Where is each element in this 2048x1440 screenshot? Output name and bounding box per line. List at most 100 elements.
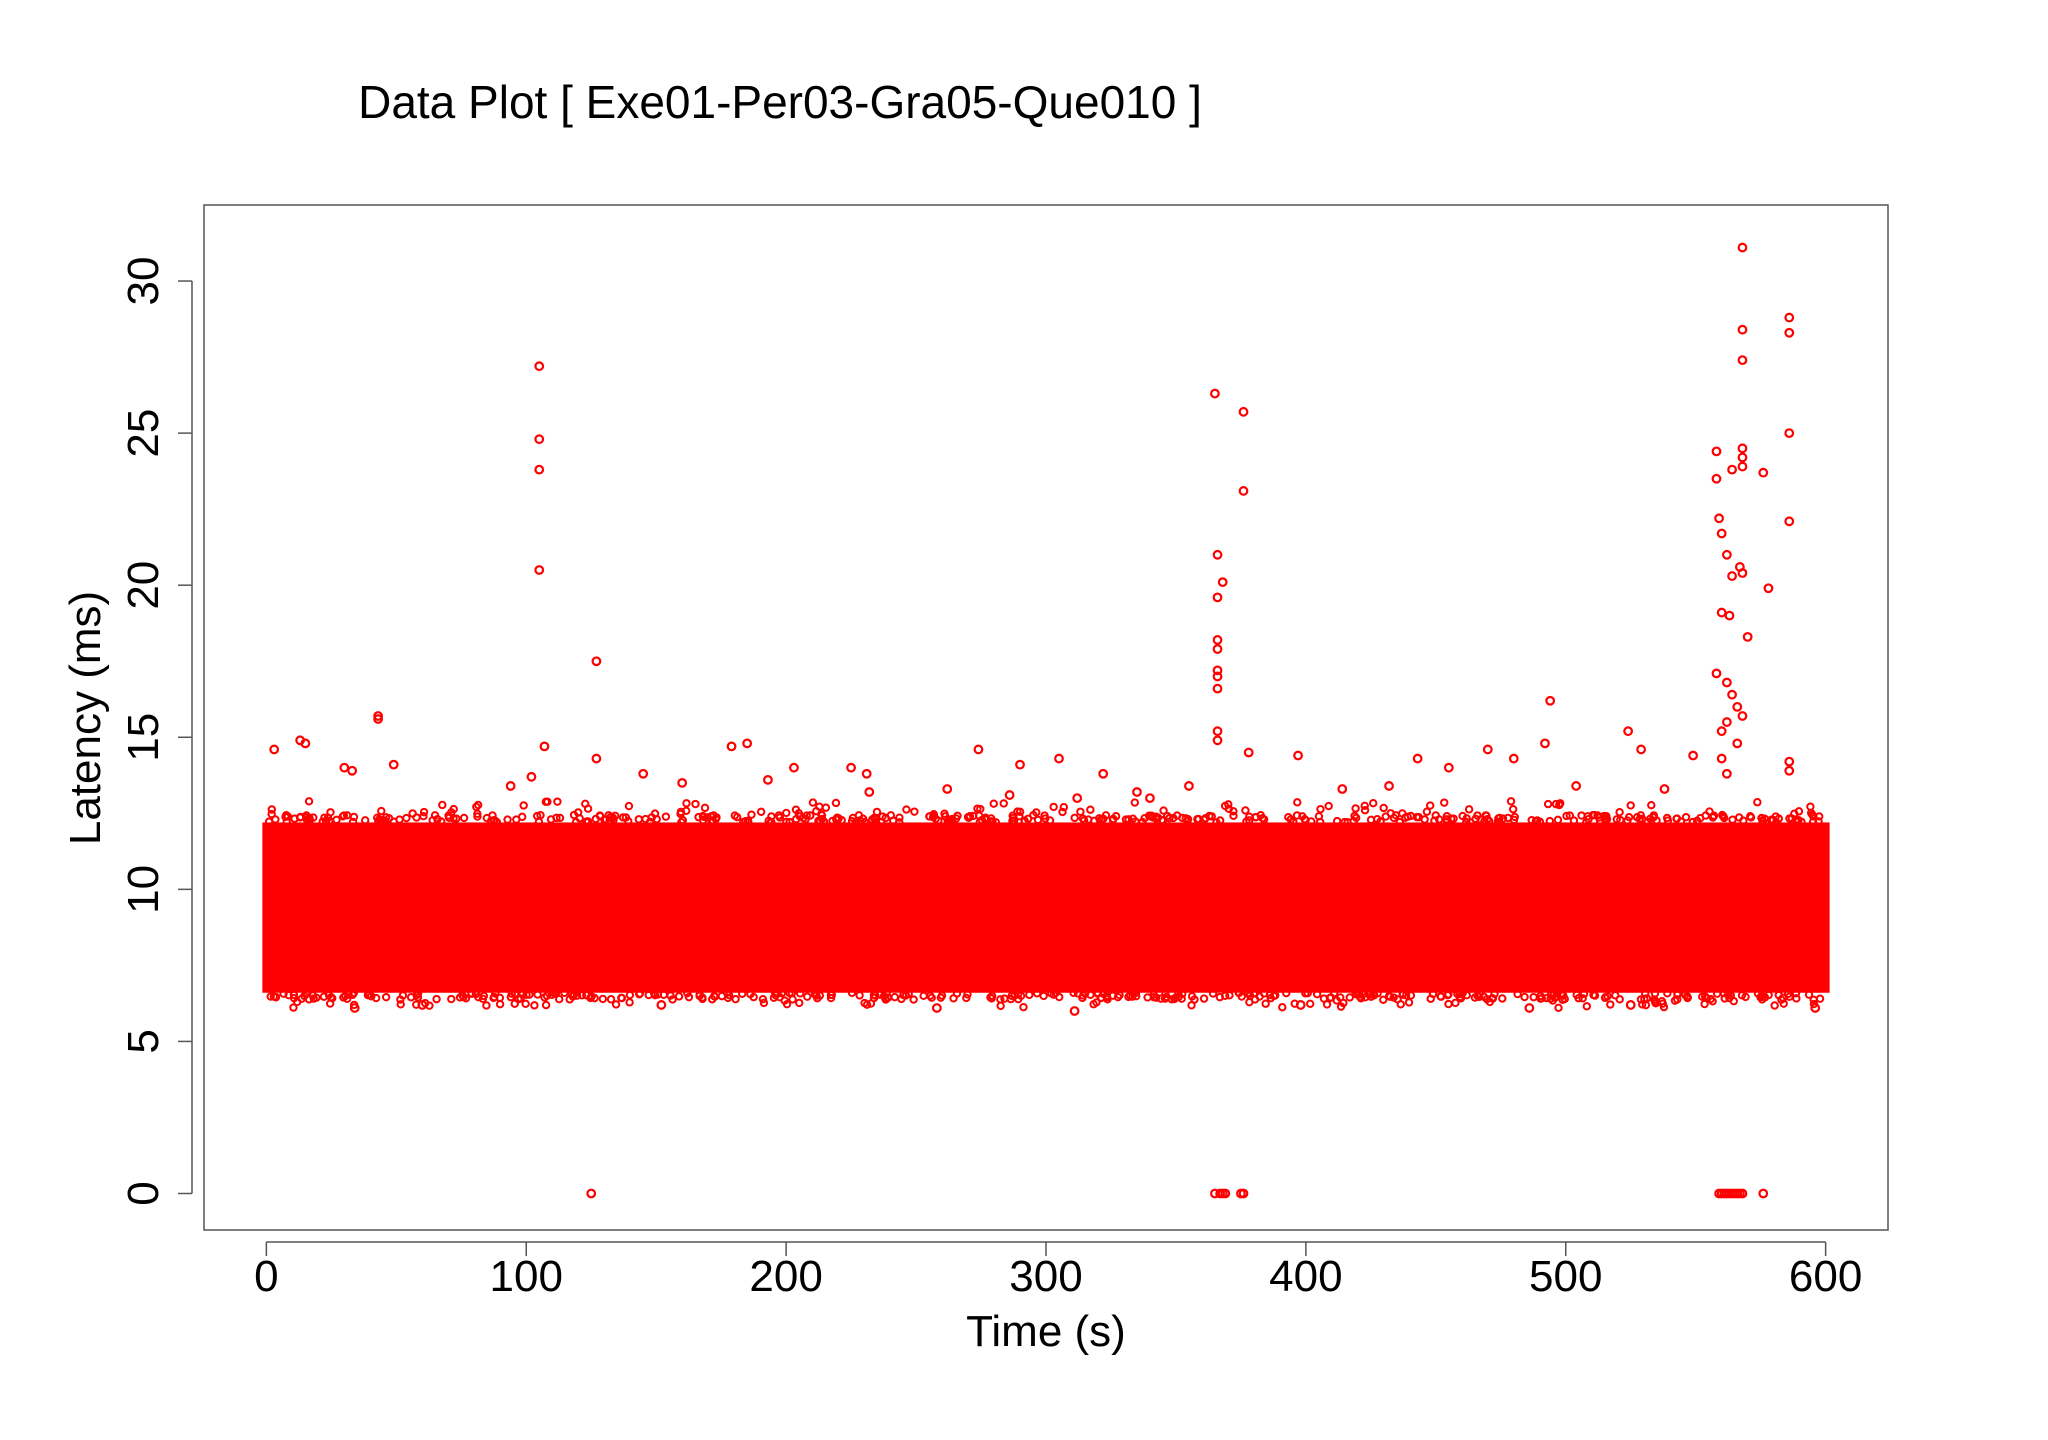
data-point (1732, 701, 1743, 712)
data-point (742, 738, 753, 749)
band-edge-point (969, 811, 978, 821)
band-edge-point (691, 799, 700, 809)
y-tick-label: 10 (119, 865, 168, 914)
data-point (1784, 428, 1795, 439)
band-edge-point (1688, 817, 1697, 827)
band-edge-point (625, 990, 635, 1000)
data-point (1737, 355, 1748, 366)
band-edge-point (1092, 998, 1101, 1007)
band-edge-point (1242, 817, 1251, 826)
band-edge-point (1345, 993, 1354, 1002)
band-edge-point (1033, 815, 1043, 825)
band-edge-point (1293, 798, 1302, 807)
band-edge-point (1551, 799, 1561, 809)
band-edge-point (1490, 989, 1499, 999)
data-point (1784, 516, 1795, 527)
band-edge-point (949, 994, 958, 1003)
band-edge-point (988, 817, 997, 827)
band-edge-point (1102, 991, 1111, 1000)
band-edge-point (553, 797, 562, 806)
band-edge-point (1076, 807, 1085, 816)
data-point (1295, 1000, 1306, 1010)
band-edge-point (1174, 992, 1184, 1001)
band-edge-point (795, 998, 804, 1008)
band-edge-point (1572, 990, 1581, 1000)
band-edge-point (1282, 988, 1291, 998)
data-point (726, 741, 737, 752)
data-point (505, 781, 516, 791)
data-point (1727, 464, 1737, 475)
band-edge-point (1414, 813, 1423, 822)
data-point (1293, 750, 1303, 761)
band-edge-point (1398, 990, 1408, 999)
band-edge-point (1479, 992, 1489, 1001)
band-edge-point (1149, 993, 1159, 1002)
data-point (1711, 446, 1722, 457)
band-edge-point (320, 813, 329, 822)
band-edge-point (433, 815, 442, 824)
band-edge-point (747, 810, 756, 819)
band-edge-point (1163, 811, 1172, 821)
band-edge-point (1073, 989, 1083, 998)
band-edge-point (1259, 815, 1269, 824)
band-edge-point (780, 996, 789, 1005)
band-edge-point (1670, 996, 1680, 1005)
band-edge-point (325, 999, 335, 1008)
data-point (1721, 677, 1732, 688)
band-edge-point (1649, 811, 1659, 820)
band-edge-point (1700, 992, 1710, 1001)
band-edge-point (543, 797, 552, 806)
band-edge-point (1128, 814, 1138, 823)
y-axis: 0 5 10 15 20 25 30 (119, 257, 193, 1206)
band-edge-point (1220, 801, 1230, 811)
band-edge-point (617, 993, 626, 1003)
band-edge-point (1124, 815, 1133, 824)
band-edge-point (1208, 989, 1218, 998)
band-edge-point (782, 808, 791, 818)
band-edge-point (964, 813, 973, 823)
band-edge-point (1626, 801, 1635, 810)
band-edge-point (1124, 992, 1133, 1002)
band-edge-point (1312, 989, 1322, 999)
data-point (864, 787, 875, 797)
band-edge-point (271, 815, 280, 824)
band-edge-point (1584, 815, 1593, 824)
band-edge-point (1637, 814, 1647, 824)
data-point (1212, 635, 1223, 645)
band-edge-point (785, 988, 794, 998)
band-edge-point (1384, 991, 1394, 1001)
data-point (417, 1000, 428, 1010)
band-edge-point (1774, 990, 1783, 1000)
band-edge-point (542, 991, 552, 1001)
band-edge-point (1647, 800, 1656, 810)
band-edge-point (1340, 817, 1349, 827)
data-point (534, 361, 545, 372)
x-tick-label: 500 (1529, 1252, 1602, 1301)
band-edge-point (1330, 988, 1339, 998)
data-point (1623, 726, 1634, 737)
data-point (1758, 1188, 1769, 1199)
band-edge-point (326, 808, 335, 817)
band-edge-point (1093, 989, 1102, 998)
band-edge-point (1404, 998, 1414, 1007)
band-edge-point (1814, 812, 1824, 821)
band-edge-point (1229, 807, 1238, 816)
band-edge-point (1225, 991, 1234, 1000)
data-point (1784, 312, 1795, 323)
band-edge-point (289, 1003, 298, 1012)
band-edge-point (512, 815, 521, 824)
band-edge-point (706, 812, 716, 821)
band-edge-point (1332, 816, 1342, 826)
band-edge-point (342, 811, 352, 820)
band-edge-point (1565, 811, 1575, 820)
band-edge-point (1757, 991, 1766, 1000)
band-edge-point (363, 990, 373, 1000)
data-point (526, 771, 537, 782)
band-edge-point (1019, 1002, 1028, 1012)
data-point (1721, 549, 1732, 560)
band-edge-point (1086, 805, 1095, 814)
band-edge-point (1379, 803, 1388, 813)
band-edge-point (1651, 999, 1661, 1008)
band-edge-point (1642, 994, 1652, 1003)
band-edge-point (1447, 814, 1456, 823)
